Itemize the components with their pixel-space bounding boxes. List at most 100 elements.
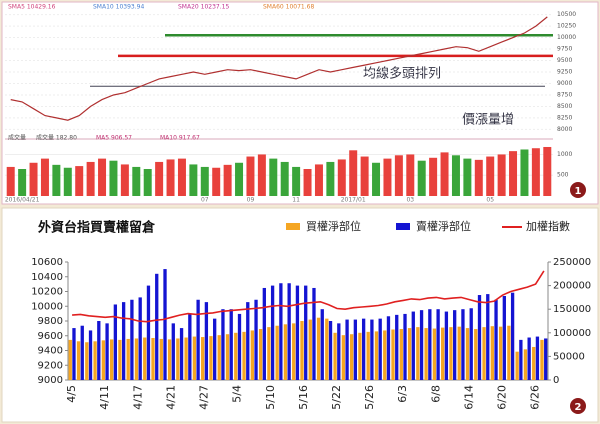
bar bbox=[361, 318, 366, 380]
bar bbox=[436, 309, 440, 380]
bar bbox=[391, 329, 395, 380]
x-tick-label: 07 bbox=[201, 197, 209, 204]
y2-tick-label: 250000 bbox=[553, 257, 591, 268]
bar bbox=[486, 294, 490, 380]
bar bbox=[490, 326, 494, 380]
y-tick-label: 10400 bbox=[31, 272, 63, 283]
legend-label: 賣權淨部位 bbox=[416, 219, 471, 233]
bar bbox=[192, 336, 197, 380]
y-tick-label: 9000 bbox=[557, 80, 572, 87]
index-line bbox=[72, 270, 545, 323]
bar bbox=[519, 339, 523, 380]
bar bbox=[403, 313, 407, 380]
bar bbox=[196, 299, 200, 380]
legend-label: SMA20 10237.15 bbox=[178, 4, 229, 11]
bar bbox=[370, 319, 374, 380]
legend-label: 買權淨部位 bbox=[306, 219, 361, 233]
volume-bar bbox=[349, 150, 358, 196]
volume-bar bbox=[543, 146, 552, 196]
y-tick-label: 10000 bbox=[557, 34, 576, 41]
volume-bar bbox=[463, 158, 472, 196]
x-tick-label: 6/8 bbox=[429, 385, 442, 403]
bar bbox=[213, 318, 217, 380]
bar bbox=[353, 319, 358, 380]
y-tick-label: 10500 bbox=[557, 11, 576, 18]
legend-label: MA10 917.67 bbox=[160, 135, 200, 142]
y-tick-label: 1000 bbox=[557, 151, 572, 158]
bar bbox=[366, 331, 370, 380]
volume-bar bbox=[406, 154, 415, 196]
x-tick-label: 4/11 bbox=[98, 385, 111, 410]
bar bbox=[279, 283, 283, 380]
bar bbox=[432, 328, 437, 380]
legend-label: SMA60 10071.68 bbox=[263, 4, 314, 11]
bar bbox=[184, 337, 188, 380]
annotation: 均線多頭排列 bbox=[363, 66, 441, 82]
bar bbox=[113, 304, 118, 380]
bar bbox=[246, 302, 250, 380]
bar bbox=[328, 321, 333, 380]
volume-bar bbox=[143, 169, 152, 196]
bar bbox=[469, 308, 473, 380]
bar bbox=[209, 336, 213, 380]
bar bbox=[494, 299, 498, 380]
y-tick-label: 8000 bbox=[557, 126, 572, 133]
y-tick-label: 9750 bbox=[557, 46, 572, 53]
bar bbox=[97, 321, 101, 380]
price-line bbox=[10, 16, 548, 121]
bar bbox=[295, 285, 300, 380]
bar bbox=[345, 319, 349, 380]
volume-bar bbox=[235, 162, 244, 196]
volume-bar bbox=[394, 155, 403, 196]
x-tick-label: 4/21 bbox=[164, 385, 177, 410]
bottom-panel bbox=[1, 207, 599, 423]
bar bbox=[428, 309, 432, 380]
y-tick-label: 9400 bbox=[38, 346, 63, 357]
bar bbox=[399, 329, 403, 380]
volume-bar bbox=[314, 164, 323, 196]
bar bbox=[179, 328, 184, 380]
volume-bar bbox=[292, 166, 301, 196]
legend-label: 成交量 182.80 bbox=[36, 134, 77, 142]
bar bbox=[171, 323, 175, 380]
annotation: 價漲量增 bbox=[462, 113, 514, 128]
bar bbox=[167, 339, 172, 380]
bar bbox=[308, 319, 312, 380]
volume-bar bbox=[120, 164, 129, 196]
bar bbox=[444, 311, 449, 380]
bar bbox=[424, 328, 428, 380]
bar bbox=[275, 325, 279, 380]
bar bbox=[453, 310, 457, 380]
y-tick-label: 8500 bbox=[557, 103, 572, 110]
volume-bar bbox=[132, 166, 141, 196]
volume-bar bbox=[486, 156, 495, 196]
bar bbox=[163, 269, 167, 380]
bar bbox=[262, 287, 266, 380]
y-tick-label: 9000 bbox=[38, 375, 63, 386]
bar bbox=[507, 325, 511, 380]
volume-bar bbox=[246, 156, 255, 196]
bar bbox=[267, 327, 271, 380]
x-tick-label: 03 bbox=[406, 197, 414, 204]
bar bbox=[101, 340, 106, 380]
bar bbox=[221, 309, 225, 380]
x-tick-label: 6/14 bbox=[462, 385, 475, 410]
bar bbox=[80, 325, 84, 380]
volume-bar bbox=[212, 167, 221, 196]
y-tick-label: 9200 bbox=[38, 360, 63, 371]
bar bbox=[68, 339, 72, 380]
x-tick-label: 09 bbox=[247, 197, 255, 204]
volume-bar bbox=[75, 166, 84, 196]
volume-bar bbox=[509, 151, 518, 196]
volume-bar bbox=[383, 158, 392, 196]
bar bbox=[85, 342, 89, 380]
y-tick-label: 9500 bbox=[557, 57, 572, 64]
volume-bar bbox=[280, 161, 289, 196]
y2-tick-label: 0 bbox=[553, 375, 559, 386]
bar bbox=[407, 328, 412, 380]
x-tick-label: 6/26 bbox=[529, 385, 542, 410]
y-tick-label: 9600 bbox=[38, 331, 63, 342]
volume-bar bbox=[200, 166, 209, 196]
bar bbox=[287, 283, 291, 380]
